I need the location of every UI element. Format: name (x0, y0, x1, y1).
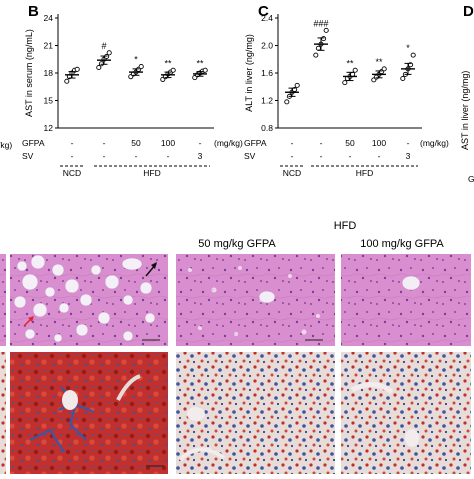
treatment-value: - (71, 151, 74, 161)
significance-marker: * (134, 55, 138, 65)
oil-gfpa100-vein (405, 429, 419, 447)
unit-label: (mg/kg) (420, 138, 449, 148)
treatment-row-label: GFPA (244, 138, 267, 148)
treatment-value: - (291, 151, 294, 161)
group-label-hfd: HFD (143, 168, 160, 178)
data-point (64, 78, 70, 84)
y-tick-label: 15 (44, 96, 54, 106)
data-point (138, 64, 144, 70)
treatment-value: - (320, 151, 323, 161)
y-tick-label: 0.8 (261, 123, 273, 133)
panel-label-c: C (258, 3, 269, 20)
unit-label: (mg/kg) (214, 138, 243, 148)
treatment-row-label: GFPA (22, 138, 45, 148)
data-point (74, 66, 80, 72)
clipped-panel-d-row: G (468, 174, 474, 184)
treatment-value: 100 (161, 138, 175, 148)
treatment-value: - (349, 151, 352, 161)
treatment-value: - (103, 138, 106, 148)
treatment-value: 50 (131, 138, 141, 148)
y-tick-label: 2.0 (261, 41, 273, 51)
significance-marker: ** (196, 58, 204, 68)
he-arrowhead-black (151, 262, 157, 269)
he-image-gfpa50 (176, 254, 335, 346)
data-point (202, 67, 208, 73)
significance-marker: ** (346, 58, 354, 68)
treatment-value: 3 (406, 151, 411, 161)
panel-label-b: B (28, 3, 39, 20)
oil-gfpa50-vein (187, 407, 205, 421)
data-point (400, 75, 406, 82)
group-label-hfd: HFD (356, 168, 373, 178)
y-axis-label: AST in serum (ng/mL) (24, 29, 34, 117)
data-point (315, 45, 321, 51)
oil-gfpa50-crack (178, 447, 226, 462)
clipped-unit-label: /kg) (0, 140, 12, 150)
y-tick-label: 21 (44, 41, 54, 51)
treatment-value: - (71, 138, 74, 148)
group-label-ncd: NCD (63, 168, 81, 178)
data-point (313, 52, 319, 58)
treatment-value: - (103, 151, 106, 161)
data-point (170, 67, 176, 73)
significance-marker: * (406, 43, 410, 53)
he-gfpa100-vein (401, 275, 421, 291)
he-row (0, 254, 471, 346)
data-point (321, 36, 327, 42)
data-point (410, 52, 416, 58)
significance-marker: ** (375, 57, 383, 67)
oil-gfpa100-crack (350, 382, 394, 395)
data-point (284, 99, 290, 105)
oil-image-hfd (10, 352, 168, 474)
data-point (352, 67, 358, 73)
he-gfpa50-vein (258, 290, 276, 304)
treatment-value: 100 (372, 138, 386, 148)
y-tick-label: 18 (44, 68, 54, 78)
oil-image-gfpa100 (341, 352, 471, 474)
col-label-100: 100 mg/kg GFPA (360, 238, 444, 250)
treatment-value: - (135, 151, 138, 161)
y-tick-label: 24 (44, 13, 54, 23)
treatment-value: - (167, 151, 170, 161)
y-axis-label: ALT in liver (ng/mg) (244, 34, 254, 112)
oil-hfd-crack (116, 374, 141, 401)
oil-image-clipped (0, 352, 6, 474)
significance-marker: # (101, 41, 106, 51)
y-tick-label: 12 (44, 123, 54, 133)
oil-row (0, 352, 471, 474)
micrograph-header: HFD (334, 220, 357, 232)
y-tick-label: 1.6 (261, 68, 273, 78)
clipped-panel-d-ylabel: AST in liver (ng/mg) (460, 71, 470, 150)
significance-marker: ### (313, 18, 328, 28)
y-tick-label: 1.2 (261, 96, 273, 106)
panel-label-d: D (463, 3, 474, 20)
treatment-value: 50 (345, 138, 355, 148)
significance-marker: ** (164, 58, 172, 68)
he-arrowhead-red (28, 316, 34, 322)
data-point (294, 82, 300, 88)
treatment-value: - (320, 138, 323, 148)
treatment-value: - (407, 138, 410, 148)
data-point (381, 66, 387, 72)
treatment-row-label: SV (22, 151, 34, 161)
data-point (96, 64, 102, 71)
treatment-value: - (199, 138, 202, 148)
he-hfd-vacuoles (13, 254, 156, 343)
treatment-value: - (378, 151, 381, 161)
data-point (323, 27, 329, 33)
data-point (342, 80, 348, 86)
treatment-row-label: SV (244, 151, 256, 161)
treatment-value: - (291, 138, 294, 148)
oil-hfd-vein (62, 390, 78, 410)
treatment-value: 3 (198, 151, 203, 161)
he-image-gfpa100 (341, 254, 471, 346)
he-image-clipped (0, 254, 6, 346)
col-label-50: 50 mg/kg GFPA (198, 238, 276, 250)
y-tick-label: 2.4 (261, 13, 273, 23)
data-point (106, 50, 112, 56)
group-label-ncd: NCD (283, 168, 301, 178)
